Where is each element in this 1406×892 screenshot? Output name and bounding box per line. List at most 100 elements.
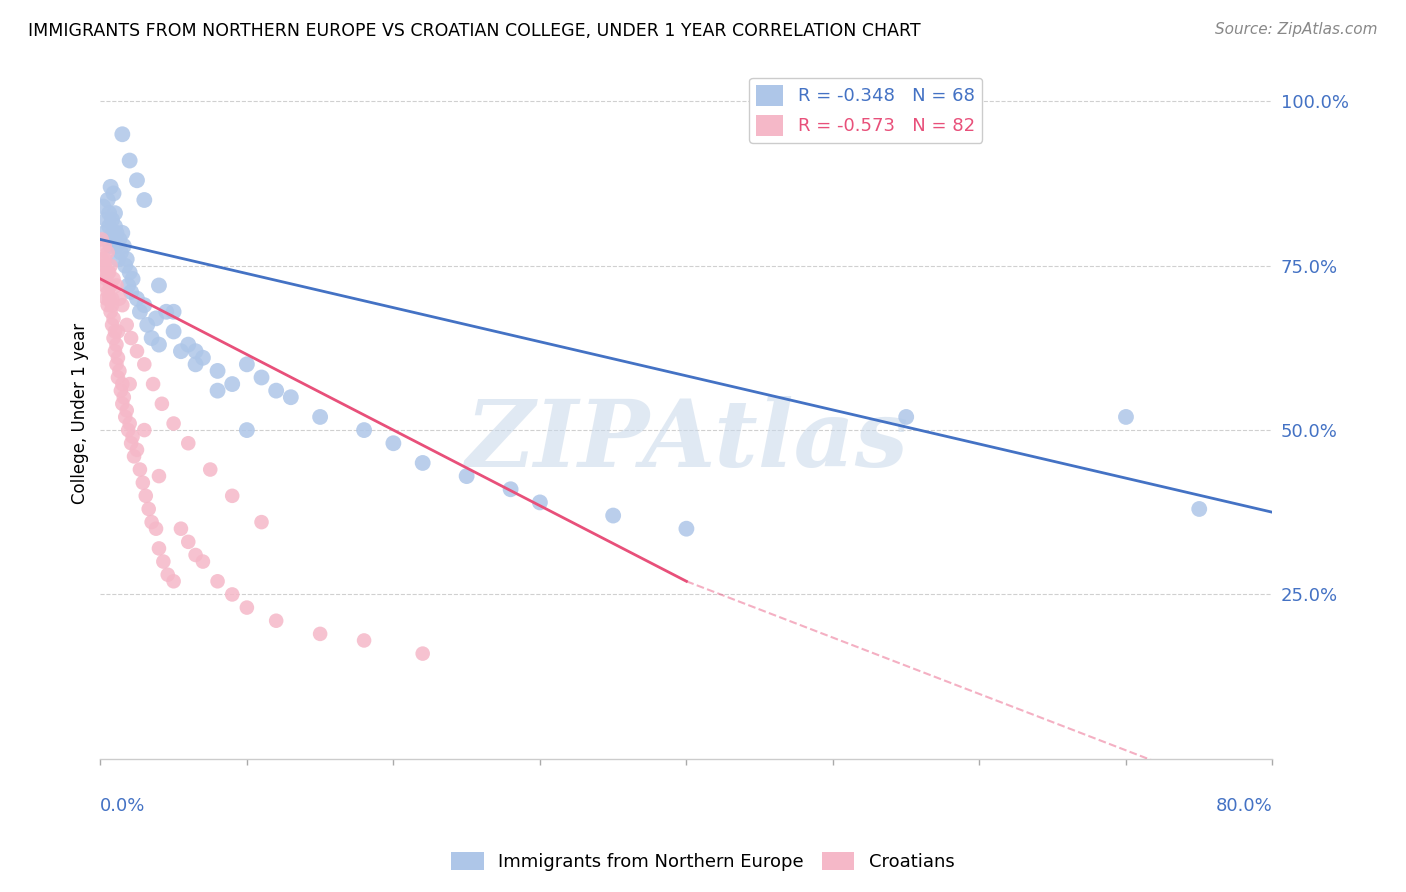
- Point: [141, 331, 163, 345]
- Point: [148, 278, 170, 293]
- Point: [111, 226, 134, 240]
- Point: [135, 489, 157, 503]
- Point: [250, 370, 273, 384]
- Text: 0.0%: 0.0%: [100, 797, 146, 814]
- Point: [162, 325, 184, 339]
- Point: [100, 278, 122, 293]
- Point: [101, 232, 124, 246]
- Point: [125, 442, 148, 457]
- Point: [148, 469, 170, 483]
- Point: [114, 259, 136, 273]
- Point: [115, 252, 138, 267]
- Point: [121, 430, 143, 444]
- Point: [162, 417, 184, 431]
- Point: [129, 305, 152, 319]
- Point: [100, 179, 122, 194]
- Point: [145, 311, 167, 326]
- Point: [115, 403, 138, 417]
- Point: [412, 456, 434, 470]
- Point: [117, 278, 139, 293]
- Point: [125, 173, 148, 187]
- Point: [191, 555, 214, 569]
- Y-axis label: College, Under 1 year: College, Under 1 year: [72, 323, 89, 504]
- Point: [91, 200, 114, 214]
- Point: [98, 219, 121, 234]
- Legend: Immigrants from Northern Europe, Croatians: Immigrants from Northern Europe, Croatia…: [444, 845, 962, 879]
- Point: [100, 239, 122, 253]
- Point: [114, 409, 136, 424]
- Point: [112, 390, 135, 404]
- Point: [110, 384, 132, 398]
- Point: [309, 627, 332, 641]
- Point: [111, 397, 134, 411]
- Point: [105, 337, 128, 351]
- Point: [309, 409, 332, 424]
- Point: [1188, 502, 1211, 516]
- Point: [134, 423, 156, 437]
- Point: [104, 325, 127, 339]
- Point: [236, 600, 259, 615]
- Point: [101, 298, 124, 312]
- Point: [177, 337, 200, 351]
- Point: [97, 265, 120, 279]
- Point: [110, 245, 132, 260]
- Point: [170, 522, 193, 536]
- Point: [120, 285, 142, 299]
- Point: [111, 377, 134, 392]
- Point: [122, 450, 145, 464]
- Point: [101, 318, 124, 332]
- Point: [98, 206, 121, 220]
- Point: [129, 462, 152, 476]
- Point: [118, 417, 141, 431]
- Point: [108, 292, 131, 306]
- Point: [118, 265, 141, 279]
- Point: [108, 232, 131, 246]
- Point: [108, 364, 131, 378]
- Point: [221, 377, 243, 392]
- Point: [105, 239, 128, 253]
- Point: [221, 587, 243, 601]
- Point: [112, 239, 135, 253]
- Point: [412, 647, 434, 661]
- Point: [90, 252, 112, 267]
- Point: [200, 462, 222, 476]
- Point: [104, 219, 127, 234]
- Point: [134, 193, 156, 207]
- Point: [118, 377, 141, 392]
- Point: [96, 272, 118, 286]
- Point: [382, 436, 405, 450]
- Point: [125, 292, 148, 306]
- Point: [91, 265, 114, 279]
- Point: [115, 318, 138, 332]
- Point: [93, 252, 115, 267]
- Point: [107, 252, 129, 267]
- Point: [96, 212, 118, 227]
- Point: [353, 633, 375, 648]
- Point: [184, 344, 207, 359]
- Point: [103, 272, 125, 286]
- Text: Source: ZipAtlas.com: Source: ZipAtlas.com: [1215, 22, 1378, 37]
- Point: [264, 384, 287, 398]
- Point: [93, 239, 115, 253]
- Point: [97, 298, 120, 312]
- Point: [103, 311, 125, 326]
- Point: [141, 515, 163, 529]
- Point: [117, 423, 139, 437]
- Point: [675, 522, 697, 536]
- Point: [1115, 409, 1137, 424]
- Point: [111, 298, 134, 312]
- Point: [100, 259, 122, 273]
- Point: [107, 325, 129, 339]
- Point: [170, 344, 193, 359]
- Point: [105, 357, 128, 371]
- Point: [207, 384, 229, 398]
- Point: [150, 397, 173, 411]
- Point: [896, 409, 918, 424]
- Point: [104, 344, 127, 359]
- Point: [93, 226, 115, 240]
- Point: [107, 351, 129, 365]
- Point: [156, 567, 179, 582]
- Point: [93, 259, 115, 273]
- Point: [177, 534, 200, 549]
- Point: [177, 436, 200, 450]
